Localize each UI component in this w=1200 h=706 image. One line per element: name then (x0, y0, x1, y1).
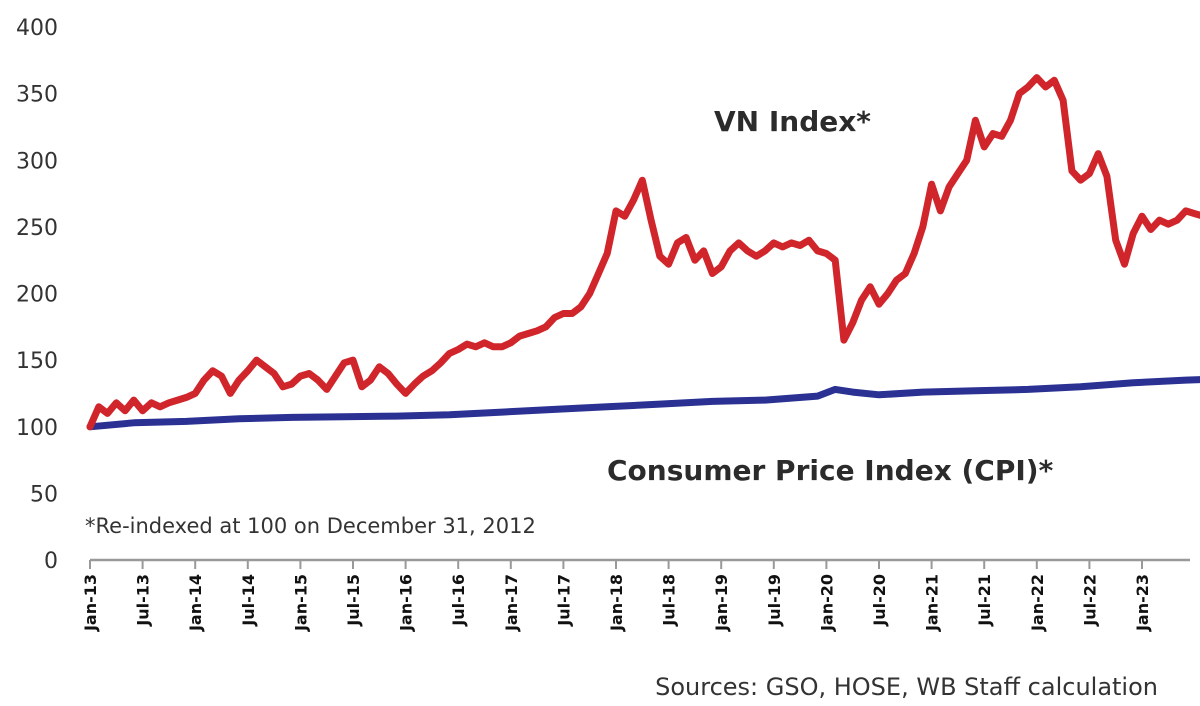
x-tick-label: Jul-22 (1080, 574, 1099, 627)
x-tick-label: Jan-14 (186, 574, 205, 632)
y-axis: 0 50 100 150 200 250 300 350 400 (16, 16, 58, 574)
x-tick-label: Jul-16 (449, 574, 468, 627)
cpi-label: Consumer Price Index (CPI)* (607, 454, 1054, 487)
x-tick-label: Jan-16 (397, 574, 416, 632)
y-tick-label: 50 (30, 482, 58, 507)
x-tick-label: Jul-20 (870, 574, 889, 627)
x-tick-label: Jan-23 (1133, 574, 1152, 632)
y-tick-label: 100 (16, 416, 58, 441)
vn-index-line (86, 74, 1200, 431)
y-tick-label: 200 (16, 283, 58, 308)
vn-index-label: VN Index* (714, 105, 871, 138)
footnote: *Re-indexed at 100 on December 31, 2012 (85, 514, 536, 538)
y-tick-label: 400 (16, 16, 58, 41)
x-tick-label: Jan-13 (81, 574, 100, 632)
x-tick-label: Jan-18 (607, 574, 626, 632)
y-tick-label: 300 (16, 149, 58, 174)
x-tick-label: Jan-15 (291, 574, 310, 632)
x-tick-label: Jan-17 (502, 574, 521, 632)
x-tick-label: Jan-20 (817, 574, 836, 632)
x-tick-label: Jan-19 (712, 574, 731, 632)
x-tick-label: Jul-19 (765, 574, 784, 627)
y-tick-label: 150 (16, 349, 58, 374)
y-tick-label: 350 (16, 83, 58, 108)
x-tick-label: Jul-14 (239, 574, 258, 627)
x-tick-label: Jul-21 (975, 574, 994, 627)
x-tick-label: Jul-13 (134, 574, 153, 627)
x-tick-label: Jul-18 (660, 574, 679, 627)
y-tick-label: 250 (16, 216, 58, 241)
sources-note: Sources: GSO, HOSE, WB Staff calculation (655, 673, 1158, 701)
x-tick-label: Jan-21 (923, 574, 942, 632)
x-tick-label: Jul-17 (554, 574, 573, 627)
x-tick-label: Jan-22 (1028, 574, 1047, 632)
series-lines (86, 74, 1200, 431)
y-tick-label: 0 (44, 549, 58, 574)
x-axis: Jan-13 Jul-13 Jan-14 Jul-14 Jan-15 Jul-15 Jan-… (81, 560, 1152, 632)
cpi-line (86, 376, 1200, 431)
x-tick-label: Jul-15 (344, 574, 363, 627)
